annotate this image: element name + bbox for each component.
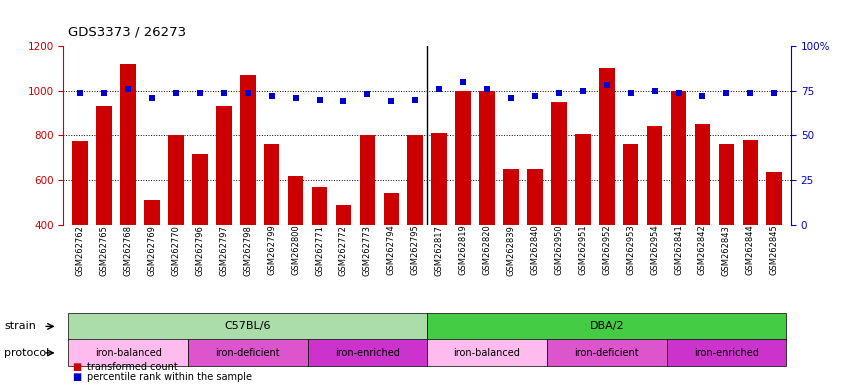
Text: GSM262795: GSM262795 (411, 225, 420, 275)
Text: ■: ■ (72, 372, 81, 382)
Text: GSM262841: GSM262841 (674, 225, 683, 275)
Bar (336, 205, 351, 314)
Bar (599, 68, 614, 314)
Text: GSM262797: GSM262797 (219, 225, 228, 275)
Bar (431, 133, 447, 314)
Text: GSM262769: GSM262769 (147, 225, 157, 275)
Bar (383, 194, 399, 314)
Text: GSM262950: GSM262950 (554, 225, 563, 275)
Text: DBA/2: DBA/2 (590, 321, 624, 331)
Text: protocol: protocol (4, 348, 49, 358)
Bar (408, 136, 423, 314)
Text: GSM262770: GSM262770 (172, 225, 180, 275)
Text: GSM262773: GSM262773 (363, 225, 372, 276)
Text: percentile rank within the sample: percentile rank within the sample (87, 372, 252, 382)
Bar (575, 134, 591, 314)
Text: GSM262800: GSM262800 (291, 225, 300, 275)
Text: GDS3373 / 26273: GDS3373 / 26273 (68, 25, 186, 38)
Bar (360, 136, 375, 314)
Text: GSM262794: GSM262794 (387, 225, 396, 275)
Bar (455, 91, 471, 314)
Text: GSM262771: GSM262771 (315, 225, 324, 275)
Text: GSM262845: GSM262845 (770, 225, 779, 275)
Bar (264, 144, 279, 314)
Text: GSM262768: GSM262768 (124, 225, 133, 276)
Text: ■: ■ (72, 362, 81, 372)
Bar (480, 91, 495, 314)
Text: GSM262953: GSM262953 (626, 225, 635, 275)
Bar (144, 200, 160, 314)
Bar (73, 141, 88, 314)
Text: iron-deficient: iron-deficient (216, 348, 280, 358)
Bar (312, 187, 327, 314)
Text: transformed count: transformed count (87, 362, 178, 372)
Text: GSM262839: GSM262839 (507, 225, 515, 275)
Bar (623, 144, 639, 314)
Bar (192, 154, 207, 314)
Bar (168, 136, 184, 314)
Text: GSM262762: GSM262762 (75, 225, 85, 275)
Bar (671, 91, 686, 314)
Text: GSM262772: GSM262772 (339, 225, 348, 275)
Bar (647, 126, 662, 314)
Text: GSM262798: GSM262798 (244, 225, 252, 275)
Text: GSM262951: GSM262951 (579, 225, 587, 275)
Text: GSM262796: GSM262796 (195, 225, 205, 275)
Text: GSM262843: GSM262843 (722, 225, 731, 275)
Bar (288, 175, 304, 314)
Text: iron-deficient: iron-deficient (574, 348, 639, 358)
Text: GSM262819: GSM262819 (459, 225, 468, 275)
Text: iron-balanced: iron-balanced (95, 348, 162, 358)
Text: GSM262952: GSM262952 (602, 225, 611, 275)
Text: GSM262799: GSM262799 (267, 225, 276, 275)
Text: GSM262840: GSM262840 (530, 225, 540, 275)
Bar (240, 75, 255, 314)
Text: GSM262765: GSM262765 (100, 225, 108, 275)
Bar (551, 102, 567, 314)
Text: C57BL/6: C57BL/6 (224, 321, 271, 331)
Text: strain: strain (4, 321, 36, 331)
Text: iron-balanced: iron-balanced (453, 348, 520, 358)
Bar (216, 106, 232, 314)
Bar (766, 172, 782, 314)
Text: GSM262817: GSM262817 (435, 225, 443, 275)
Text: iron-enriched: iron-enriched (335, 348, 400, 358)
Text: GSM262844: GSM262844 (746, 225, 755, 275)
Bar (96, 106, 112, 314)
Bar (695, 124, 711, 314)
Bar (743, 140, 758, 314)
Bar (503, 169, 519, 314)
Bar (527, 169, 542, 314)
Bar (718, 144, 734, 314)
Text: GSM262842: GSM262842 (698, 225, 707, 275)
Text: iron-enriched: iron-enriched (694, 348, 759, 358)
Bar (120, 64, 136, 314)
Text: GSM262820: GSM262820 (482, 225, 492, 275)
Text: GSM262954: GSM262954 (650, 225, 659, 275)
